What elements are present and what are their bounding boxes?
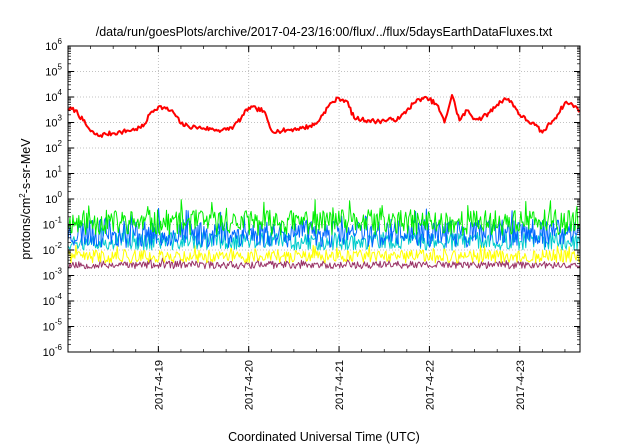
- y-axis-label: protons/cm2-s-sr-MeV: [18, 138, 33, 260]
- series-group: [67, 94, 581, 270]
- y-tick-label: 103: [45, 114, 62, 130]
- chart-title: /data/run/goesPlots/archive/2017-04-23/1…: [96, 25, 553, 39]
- x-tick-label: 2017-4-20: [244, 360, 256, 410]
- y-tick-label: 10-4: [43, 292, 63, 308]
- y-tick-label: 105: [45, 63, 62, 79]
- y-tick-label: 104: [45, 88, 62, 104]
- series-line-5: [67, 257, 581, 270]
- y-tick-label: 100: [45, 190, 62, 206]
- y-tick-label: 102: [45, 139, 62, 155]
- y-tick-label: 10-5: [43, 318, 63, 334]
- x-axis-label: Coordinated Universal Time (UTC): [228, 430, 420, 444]
- series-line-3: [67, 225, 581, 251]
- series-line-1: [67, 199, 581, 236]
- y-axis: 10-6 10-5 10-4 10-3 10-2 10-1 100 101 102 103 104 1…: [43, 37, 580, 359]
- x-tick-label: 2017-4-21: [334, 360, 346, 410]
- y-tick-label: 10-3: [43, 267, 63, 283]
- y-tick-label: 106: [45, 37, 62, 53]
- x-axis: 2017-4-19 2017-4-20 2017-4-21 2017-4-22 2017…: [67, 46, 566, 410]
- y-tick-label: 10-1: [43, 216, 63, 232]
- y-tick-label: 10-6: [43, 343, 63, 359]
- y-tick-label: 101: [45, 165, 62, 181]
- series-line-4: [67, 244, 581, 264]
- series-line-0: [67, 94, 581, 138]
- grid-lines: [68, 46, 580, 352]
- x-tick-label: 2017-4-19: [153, 360, 165, 410]
- x-tick-label: 2017-4-22: [424, 360, 436, 410]
- y-tick-label: 10-2: [43, 241, 63, 257]
- x-tick-label: 2017-4-23: [515, 360, 527, 410]
